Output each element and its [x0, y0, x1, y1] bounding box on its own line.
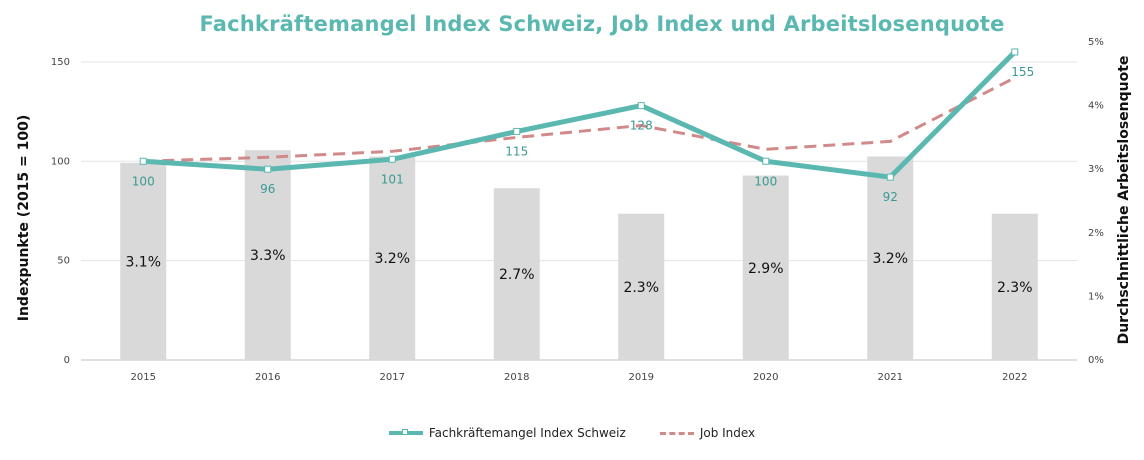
- bar-value-label: 2.7%: [499, 267, 535, 283]
- legend-item-job-index[interactable]: Job Index: [659, 426, 756, 440]
- legend: Fachkräftemangel Index Schweiz Job Index: [0, 426, 1144, 440]
- bar-value-label: 2.9%: [748, 261, 784, 277]
- point-value-label: 101: [381, 172, 404, 186]
- y-axis-ticks: 0 50 100 150: [51, 57, 70, 366]
- legend-label: Fachkräftemangel Index Schweiz: [428, 426, 626, 440]
- line-marker: [886, 173, 894, 181]
- line-marker: [762, 157, 770, 165]
- bar-series-unemployment: [120, 150, 1038, 360]
- bar-value-label: 3.2%: [872, 251, 908, 267]
- x-axis-ticks: 2015 2016 2017 2018 2019 2020 2021 2022: [131, 372, 1028, 383]
- point-value-label: 92: [883, 190, 898, 204]
- bar-value-label: 2.3%: [997, 280, 1033, 296]
- point-value-label: 100: [132, 174, 155, 188]
- bar: [120, 162, 167, 360]
- bar: [244, 150, 291, 360]
- x-tick-label: 2017: [380, 372, 405, 383]
- y2-tick-label: 4%: [1088, 101, 1104, 112]
- gridlines: [81, 61, 1077, 361]
- bar: [991, 213, 1038, 360]
- y-tick-label: 100: [51, 156, 70, 167]
- bar: [867, 156, 914, 360]
- line-marker: [637, 102, 645, 110]
- point-value-label: 115: [505, 144, 528, 158]
- bar-value-label: 3.1%: [125, 254, 161, 270]
- point-value-label: 155: [1011, 65, 1034, 79]
- bar-labels: 3.1% 3.3% 3.2% 2.7% 2.3% 2.9% 3.2% 2.3%: [125, 248, 1032, 296]
- y-axis-label: Indexpunkte (2015 = 100): [16, 115, 32, 322]
- y2-tick-label: 0%: [1088, 355, 1104, 366]
- x-tick-label: 2018: [504, 372, 529, 383]
- bar: [742, 175, 789, 360]
- combo-chart: 3.1% 3.3% 3.2%2.7%2.3%2.9%3.2%2.3% 1009610…: [16, 37, 1132, 383]
- y-tick-label: 50: [57, 256, 70, 267]
- bar: [493, 188, 540, 360]
- y2-tick-label: 5%: [1088, 37, 1104, 48]
- job-index-line: [143, 76, 1016, 163]
- bar: [369, 156, 416, 360]
- y2-axis-label: Durchschnittliche Arbeitslosenquote: [1116, 56, 1132, 345]
- bar-value-label: 3.3%: [250, 248, 286, 264]
- line-marker: [139, 157, 147, 165]
- line-series: [139, 48, 1019, 181]
- x-tick-label: 2020: [753, 372, 778, 383]
- y2-tick-label: 1%: [1088, 291, 1104, 302]
- x-tick-label: 2019: [629, 372, 654, 383]
- y2-tick-label: 2%: [1088, 228, 1104, 239]
- x-tick-label: 2021: [878, 372, 903, 383]
- line-marker: [1011, 48, 1019, 56]
- point-value-label: 100: [754, 174, 777, 188]
- point-value-label: 128: [630, 119, 653, 133]
- legend-swatch-dashed: [659, 431, 694, 435]
- legend-item-fachkraeftemangel[interactable]: Fachkräftemangel Index Schweiz: [388, 426, 626, 440]
- y-tick-label: 0: [64, 355, 70, 366]
- legend-label: Job Index: [699, 426, 756, 440]
- y-tick-label: 150: [51, 57, 70, 68]
- bar-value-label: 3.2%: [374, 251, 410, 267]
- x-tick-label: 2022: [1002, 372, 1027, 383]
- point-labels: 100 96 101 115 128 100 92 155: [132, 65, 1034, 204]
- bar: [618, 213, 665, 360]
- chart-title: Fachkräftemangel Index Schweiz, Job Inde…: [199, 12, 1005, 36]
- x-tick-label: 2015: [131, 372, 156, 383]
- legend-swatch-solid: [388, 429, 423, 435]
- line-marker: [388, 155, 396, 163]
- line-marker: [513, 127, 521, 135]
- y2-tick-label: 3%: [1088, 164, 1104, 175]
- bar-value-label: 2.3%: [623, 280, 659, 296]
- y2-axis-ticks: 0% 1% 2% 3% 4% 5%: [1088, 37, 1104, 366]
- line-marker: [264, 165, 272, 173]
- x-tick-label: 2016: [255, 372, 280, 383]
- fachkraeftemangel-line: [140, 49, 1018, 180]
- point-value-label: 96: [260, 182, 275, 196]
